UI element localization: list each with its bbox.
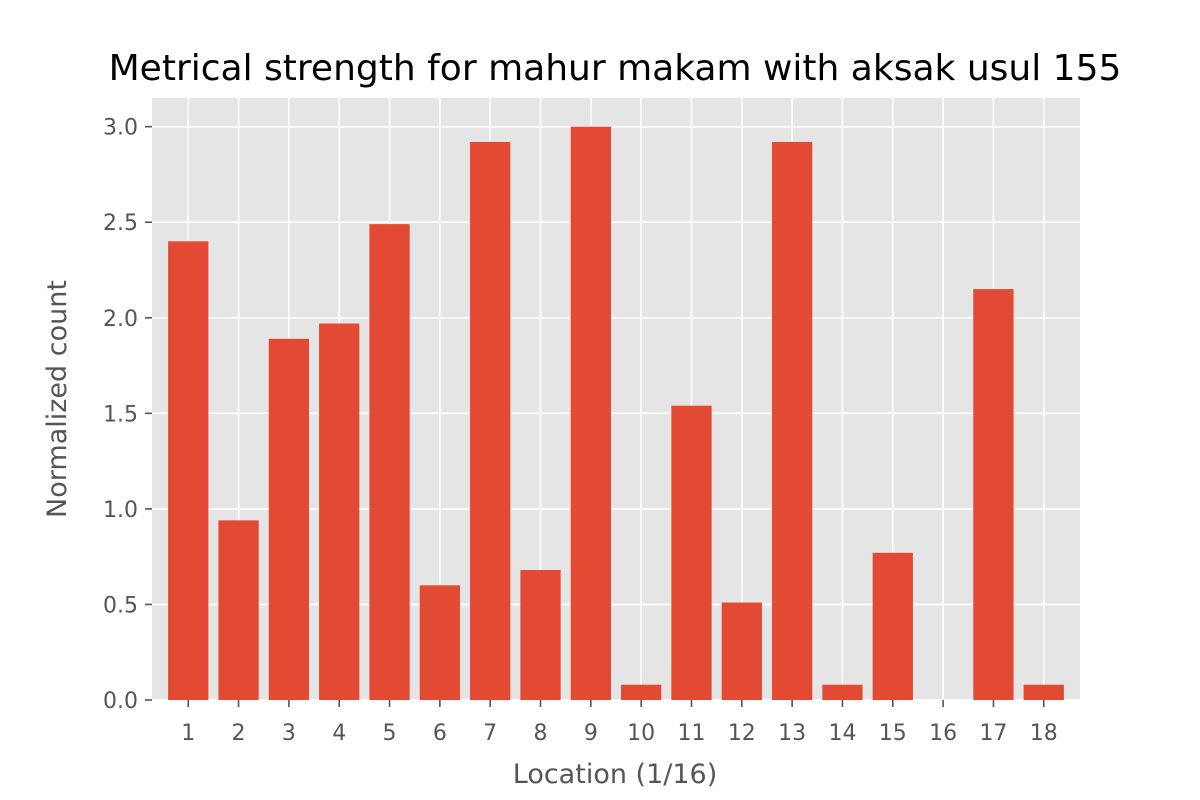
bar-location-5 — [369, 224, 410, 700]
bar-location-11 — [671, 405, 712, 700]
y-tick-label: 1.5 — [103, 402, 138, 427]
y-axis-label: Normalized count — [42, 280, 73, 518]
bar-location-7 — [470, 141, 511, 700]
x-tick-label: 11 — [677, 721, 705, 746]
bar-location-2 — [218, 520, 259, 700]
bar-location-1 — [168, 241, 209, 701]
y-axis-ticks: 0.0 0.5 1.0 1.5 2.0 2.5 3.0 — [103, 116, 152, 714]
x-tick-label: 6 — [433, 721, 447, 746]
bar-location-14 — [822, 684, 863, 700]
x-tick-label: 5 — [383, 721, 397, 746]
x-tick-label: 3 — [282, 721, 296, 746]
bar-location-18 — [1023, 684, 1064, 700]
x-tick-label: 10 — [627, 721, 655, 746]
x-tick-label: 7 — [483, 721, 497, 746]
x-tick-label: 4 — [332, 721, 346, 746]
bar-location-12 — [721, 602, 762, 700]
y-tick-label: 3.0 — [103, 116, 138, 141]
bars — [168, 126, 1064, 701]
y-tick-label: 0.0 — [103, 689, 138, 714]
x-tick-label: 9 — [584, 721, 598, 746]
x-tick-label: 2 — [232, 721, 246, 746]
x-tick-label: 12 — [728, 721, 756, 746]
x-tick-label: 13 — [778, 721, 806, 746]
bar-location-4 — [319, 323, 360, 700]
bar-location-13 — [772, 141, 813, 700]
y-tick-label: 2.0 — [103, 307, 138, 332]
y-tick-label: 2.5 — [103, 211, 138, 236]
x-tick-label: 8 — [534, 721, 548, 746]
x-tick-label: 1 — [181, 721, 195, 746]
bar-location-9 — [570, 126, 611, 700]
x-tick-label: 17 — [979, 721, 1007, 746]
bar-location-3 — [268, 338, 310, 700]
bar-location-10 — [621, 684, 662, 700]
x-axis-label: Location (1/16) — [513, 759, 717, 790]
x-tick-label: 18 — [1030, 721, 1058, 746]
bar-location-17 — [973, 289, 1014, 700]
x-tick-label: 15 — [879, 721, 907, 746]
x-tick-label: 14 — [828, 721, 856, 746]
x-axis-ticks: 1 2 3 4 5 6 7 8 9 10 11 12 13 14 15 16 17 18 — [181, 700, 1058, 746]
bar-location-15 — [872, 552, 913, 700]
y-tick-label: 0.5 — [103, 593, 138, 618]
y-tick-label: 1.0 — [103, 498, 138, 523]
chart-title: Metrical strength for mahur makam with a… — [109, 48, 1122, 89]
bar-location-6 — [419, 585, 460, 700]
bar-location-8 — [520, 570, 561, 700]
x-tick-label: 16 — [929, 721, 957, 746]
